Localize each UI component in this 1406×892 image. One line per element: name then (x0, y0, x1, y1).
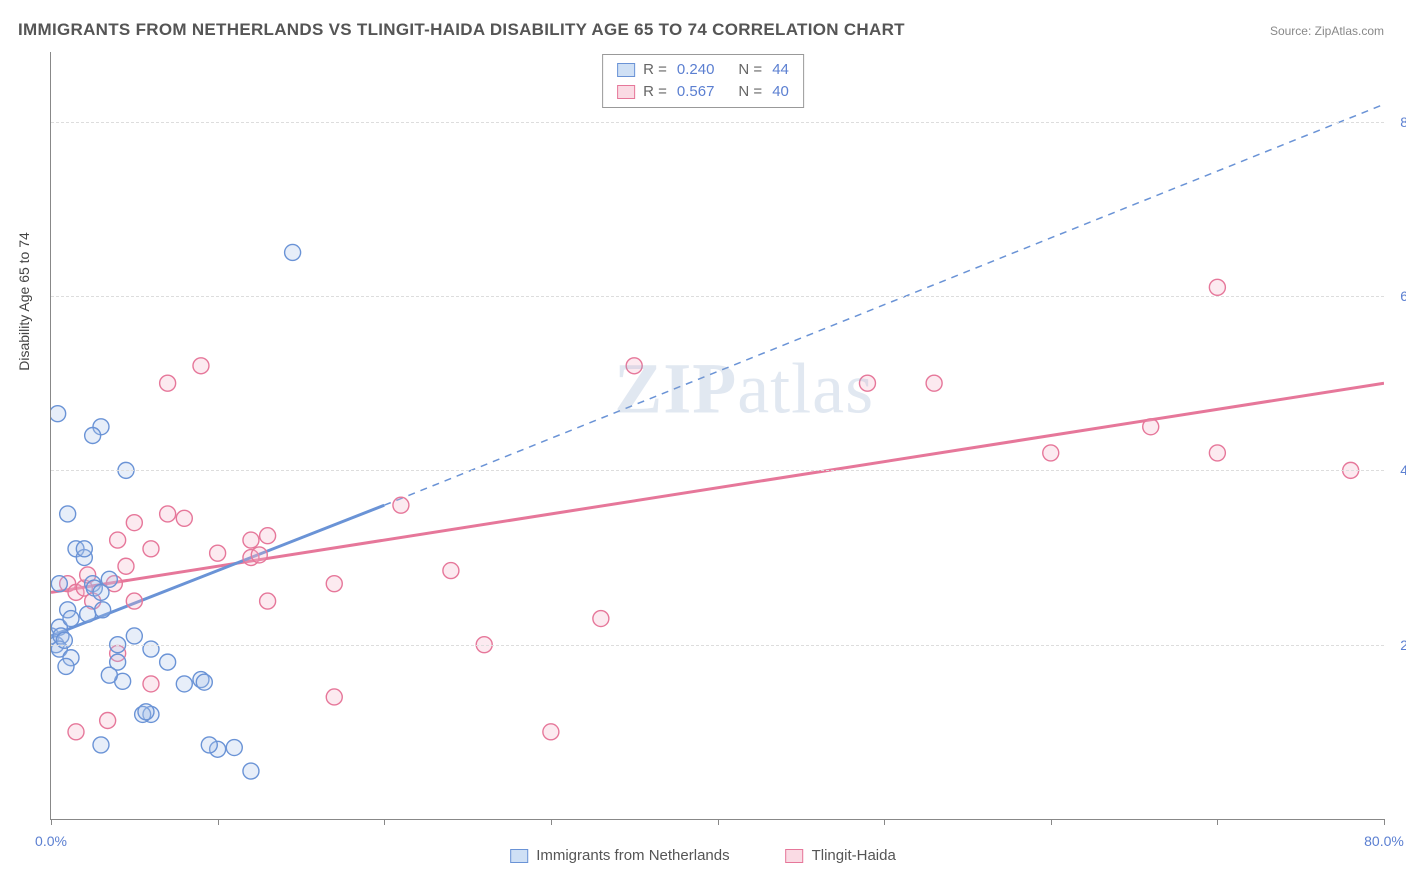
series-legend: Immigrants from Netherlands Tlingit-Haid… (510, 847, 896, 864)
x-tick (1051, 819, 1052, 825)
n-value-b: 40 (772, 81, 789, 103)
stats-row-a: R = 0.240 N = 44 (617, 59, 789, 81)
legend-label-a: Immigrants from Netherlands (536, 847, 729, 864)
legend-item-a: Immigrants from Netherlands (510, 847, 729, 864)
data-point (326, 689, 342, 705)
data-point (160, 375, 176, 391)
data-point (143, 676, 159, 692)
x-tick (218, 819, 219, 825)
data-point (160, 654, 176, 670)
data-point (1209, 445, 1225, 461)
x-tick (718, 819, 719, 825)
n-label-b: N = (738, 81, 762, 103)
gridline-h (51, 122, 1384, 123)
swatch-b (617, 85, 635, 99)
data-point (58, 658, 74, 674)
r-value-b: 0.567 (677, 81, 715, 103)
data-point (51, 406, 66, 422)
data-point (251, 547, 267, 563)
trend-line (384, 104, 1384, 505)
data-point (80, 606, 96, 622)
data-point (110, 532, 126, 548)
data-point (138, 704, 154, 720)
y-tick-label: 40.0% (1400, 462, 1406, 478)
data-point (126, 628, 142, 644)
data-point (160, 506, 176, 522)
data-point (176, 676, 192, 692)
data-point (859, 375, 875, 391)
data-point (201, 737, 217, 753)
r-label-b: R = (643, 81, 667, 103)
data-point (51, 576, 67, 592)
data-point (63, 611, 79, 627)
swatch-a-bottom (510, 849, 528, 863)
y-tick-label: 20.0% (1400, 637, 1406, 653)
swatch-a (617, 63, 635, 77)
legend-label-b: Tlingit-Haida (812, 847, 896, 864)
data-point (593, 611, 609, 627)
data-point (1209, 279, 1225, 295)
data-point (143, 541, 159, 557)
chart-container: IMMIGRANTS FROM NETHERLANDS VS TLINGIT-H… (0, 0, 1406, 892)
data-point (285, 244, 301, 260)
data-point (196, 674, 212, 690)
data-point (260, 593, 276, 609)
data-point (926, 375, 942, 391)
data-point (226, 740, 242, 756)
gridline-h (51, 296, 1384, 297)
data-point (1143, 419, 1159, 435)
x-tick (884, 819, 885, 825)
data-point (56, 632, 72, 648)
data-point (101, 571, 117, 587)
data-point (126, 515, 142, 531)
data-point (626, 358, 642, 374)
n-label-a: N = (738, 59, 762, 81)
data-point (193, 358, 209, 374)
data-point (260, 528, 276, 544)
stats-row-b: R = 0.567 N = 40 (617, 81, 789, 103)
r-value-a: 0.240 (677, 59, 715, 81)
x-tick (1217, 819, 1218, 825)
source-attribution: Source: ZipAtlas.com (1270, 24, 1384, 38)
x-tick (1384, 819, 1385, 825)
data-point (243, 763, 259, 779)
chart-title: IMMIGRANTS FROM NETHERLANDS VS TLINGIT-H… (18, 20, 905, 40)
data-point (126, 593, 142, 609)
data-point (326, 576, 342, 592)
n-value-a: 44 (772, 59, 789, 81)
x-tick (551, 819, 552, 825)
swatch-b-bottom (786, 849, 804, 863)
x-tick-label: 80.0% (1364, 833, 1404, 849)
r-label-a: R = (643, 59, 667, 81)
y-tick-label: 80.0% (1400, 114, 1406, 130)
stats-legend: R = 0.240 N = 44 R = 0.567 N = 40 (602, 54, 804, 108)
legend-item-b: Tlingit-Haida (786, 847, 896, 864)
y-axis-label: Disability Age 65 to 74 (16, 232, 32, 371)
data-point (443, 563, 459, 579)
x-tick-label: 0.0% (35, 833, 67, 849)
data-point (100, 713, 116, 729)
data-point (76, 541, 92, 557)
gridline-h (51, 470, 1384, 471)
data-point (118, 558, 134, 574)
data-point (393, 497, 409, 513)
data-point (243, 532, 259, 548)
gridline-h (51, 645, 1384, 646)
data-point (101, 667, 117, 683)
data-point (1043, 445, 1059, 461)
x-tick (384, 819, 385, 825)
scatter-svg (51, 52, 1384, 819)
data-point (95, 602, 111, 618)
data-point (543, 724, 559, 740)
data-point (93, 737, 109, 753)
data-point (60, 506, 76, 522)
data-point (143, 641, 159, 657)
y-tick-label: 60.0% (1400, 288, 1406, 304)
data-point (210, 545, 226, 561)
data-point (85, 428, 101, 444)
x-tick (51, 819, 52, 825)
data-point (176, 510, 192, 526)
data-point (68, 724, 84, 740)
plot-area: ZIPatlas 20.0%40.0%60.0%80.0%0.0%80.0% (50, 52, 1384, 820)
